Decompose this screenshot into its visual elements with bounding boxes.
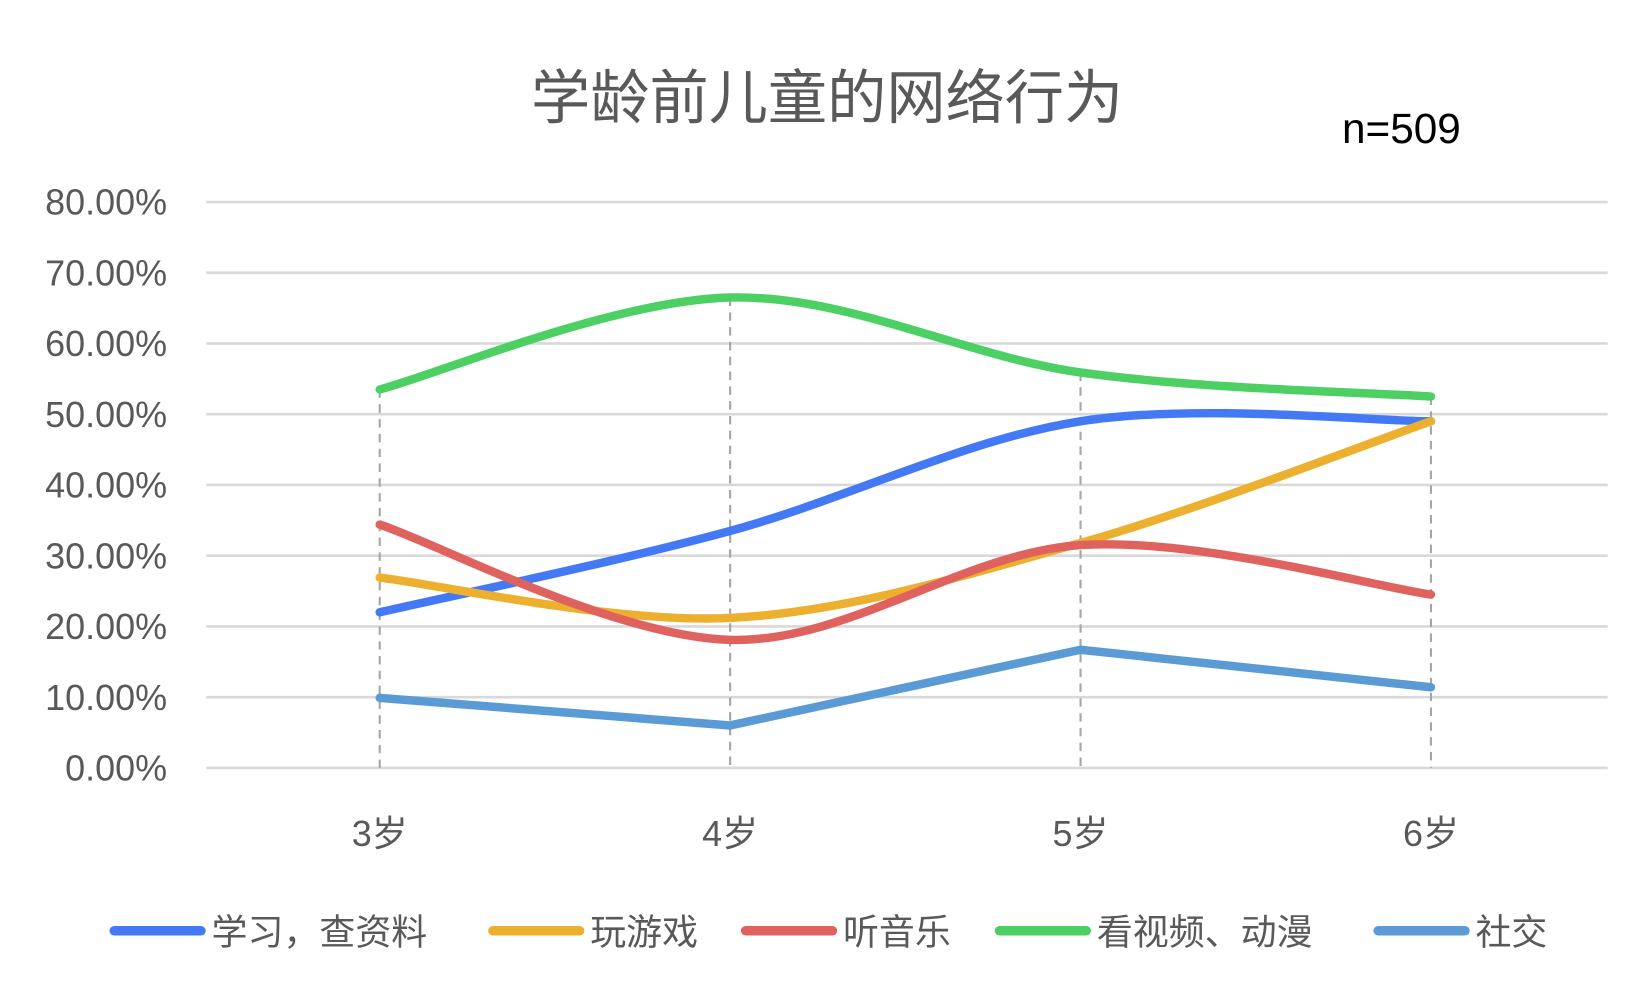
legend-label: 社交 [1475, 912, 1547, 953]
x-tick-label: 3岁 [352, 813, 408, 854]
y-tick-label: 10.00% [45, 677, 167, 718]
legend-item: 学习，查资料 [109, 912, 428, 953]
y-tick-label: 40.00% [45, 465, 167, 506]
sample-size-annotation: n=509 [1342, 105, 1461, 152]
legend-label: 学习，查资料 [212, 912, 428, 953]
y-tick-label: 30.00% [45, 535, 167, 576]
legend-label: 看视频、动漫 [1097, 912, 1313, 953]
legend-item: 玩游戏 [488, 912, 698, 953]
y-tick-label: 0.00% [65, 748, 167, 789]
series-line-3 [375, 293, 1436, 401]
chart-title: 学龄前儿童的网络行为 [531, 64, 1123, 131]
x-tick-label: 4岁 [702, 813, 758, 854]
x-tick-label: 5岁 [1053, 813, 1109, 854]
series-line-0 [375, 408, 1436, 617]
x-tick-label: 6岁 [1403, 813, 1459, 854]
legend-item: 听音乐 [740, 912, 951, 953]
y-tick-label: 50.00% [45, 394, 167, 435]
series-line-1 [375, 417, 1436, 623]
y-tick-label: 20.00% [45, 606, 167, 647]
series-line-2 [375, 520, 1436, 645]
legend-item: 社交 [1373, 912, 1547, 953]
series-line-4 [375, 645, 1436, 730]
legend-label: 玩游戏 [590, 912, 698, 953]
legend-item: 看视频、动漫 [994, 912, 1313, 953]
y-tick-label: 80.00% [45, 182, 167, 223]
y-tick-label: 60.00% [45, 323, 167, 364]
legend-label: 听音乐 [843, 912, 951, 953]
y-tick-label: 70.00% [45, 252, 167, 293]
